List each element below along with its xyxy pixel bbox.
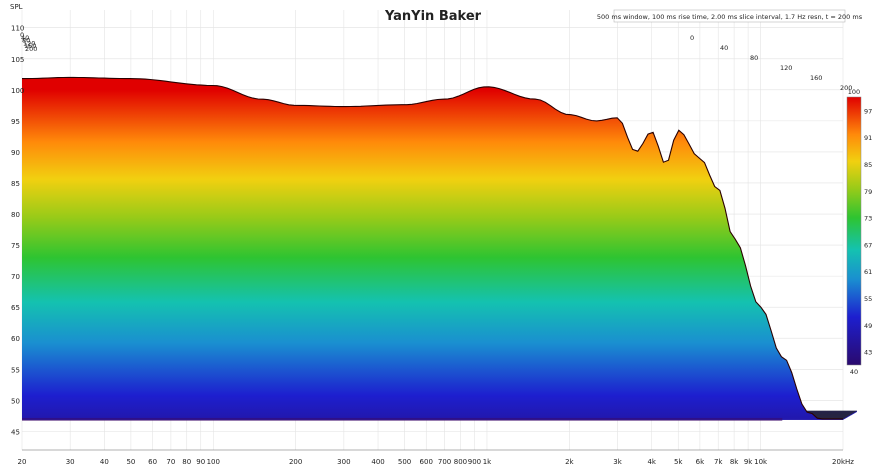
waterfall-slice	[22, 77, 843, 420]
x-tick-label: 3k	[613, 458, 622, 466]
y-tick-label: 60	[11, 335, 20, 343]
colorbar-tick-label: 91	[864, 134, 872, 142]
chart-title: YanYin Baker	[384, 9, 482, 24]
y-tick-label: 80	[11, 211, 20, 219]
x-tick-label: 6k	[696, 458, 705, 466]
x-tick-label: 4k	[647, 458, 656, 466]
x-tick-label: 8k	[730, 458, 739, 466]
x-tick-label: 20	[18, 458, 27, 466]
x-tick-label: 1k	[483, 458, 492, 466]
y-tick-label: 50	[11, 397, 20, 405]
colorbar-tick-label: 55	[864, 295, 872, 303]
y-tick-label: 85	[11, 180, 20, 188]
y-tick-label: 55	[11, 366, 20, 374]
x-tick-label: 60	[148, 458, 157, 466]
time-label-right: 160	[810, 74, 822, 82]
x-tick-label: 5k	[674, 458, 683, 466]
waterfall-slice-line	[22, 76, 843, 420]
time-label-left: 120	[23, 39, 35, 47]
x-tick-label: 200	[289, 458, 302, 466]
x-tick-label: 800	[454, 458, 467, 466]
x-tick-label: 300	[337, 458, 350, 466]
x-tick-label: 700	[438, 458, 451, 466]
time-label-right: 80	[750, 54, 758, 62]
colorbar-max-label: 100	[848, 88, 860, 96]
colorbar-tick-label: 61	[864, 268, 872, 276]
y-tick-label: 70	[11, 273, 20, 281]
x-tick-label: 50	[126, 458, 135, 466]
x-tick-label: 90	[196, 458, 205, 466]
y-tick-label: 65	[11, 304, 20, 312]
time-label-right: 120	[780, 64, 792, 72]
colorbar-tick-label: 79	[864, 188, 872, 196]
x-tick-label: 80	[182, 458, 191, 466]
decay-floor	[22, 417, 783, 421]
colorbar-min-label: 40	[850, 368, 858, 376]
y-tick-label: 100	[11, 87, 24, 95]
colorbar	[846, 96, 862, 366]
time-label-left: 80	[22, 37, 30, 45]
colorbar-tick-label: 85	[864, 161, 872, 169]
time-label-left: 40	[21, 34, 29, 42]
x-tick-label: 70	[166, 458, 175, 466]
y-tick-label: 45	[11, 428, 20, 436]
colorbar-tick-label: 97	[864, 107, 872, 115]
colorbar-tick-label: 67	[864, 241, 872, 249]
time-label-right: 200	[840, 84, 852, 92]
x-tick-label: 600	[420, 458, 433, 466]
y-tick-label: 90	[11, 149, 20, 157]
time-label-right: 0	[690, 34, 694, 42]
time-label-left: 200	[25, 45, 37, 53]
x-tick-label: 10k	[754, 458, 768, 466]
y-axis-title: SPL	[10, 3, 23, 11]
x-tick-label: 100	[207, 458, 220, 466]
info-label: 500 ms window, 100 ms rise time, 2.00 ms…	[597, 13, 863, 21]
x-tick-label: 2k	[565, 458, 574, 466]
x-tick-label: 400	[371, 458, 384, 466]
time-label-right: 40	[720, 44, 728, 52]
x-tick-label: 9k	[744, 458, 753, 466]
x-tick-label: 500	[398, 458, 411, 466]
colorbar-tick-label: 49	[864, 322, 872, 330]
y-tick-label: 75	[11, 242, 20, 250]
time-label-left: 160	[24, 42, 36, 50]
colorbar-tick-label: 73	[864, 215, 872, 223]
x-tick-label: 20kHz	[832, 458, 854, 466]
x-tick-label: 900	[468, 458, 481, 466]
x-tick-label: 30	[66, 458, 75, 466]
info-box	[613, 9, 846, 23]
y-tick-label: 95	[11, 118, 20, 126]
x-tick-label: 40	[100, 458, 109, 466]
y-tick-label: 105	[11, 56, 24, 64]
colorbar-tick-label: 43	[864, 349, 872, 357]
time-label-left: 0	[20, 31, 24, 39]
y-tick-label: 110	[11, 25, 24, 33]
x-tick-label: 7k	[714, 458, 723, 466]
